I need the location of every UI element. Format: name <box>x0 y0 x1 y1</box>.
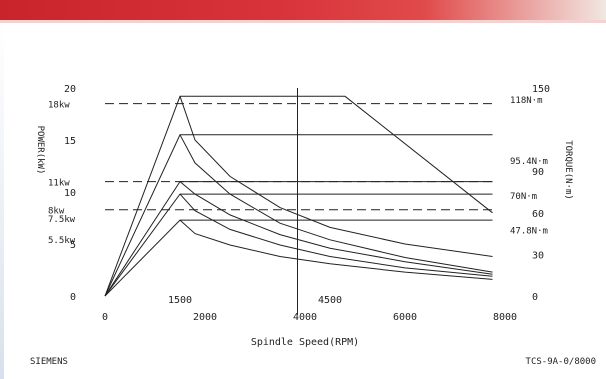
y-left-tick-label-0: 0 <box>70 292 76 303</box>
series-layer <box>104 95 493 297</box>
x-tick-label-4: 4500 <box>318 295 342 306</box>
x-tick-label-5: 6000 <box>393 312 417 323</box>
y-right-tick-label-3: 90 <box>532 167 544 178</box>
torque-label-3: 47.8N·m <box>510 227 548 237</box>
power-label-4: 5.5kw <box>48 236 76 246</box>
y-left-tick-label-3: 15 <box>64 136 76 147</box>
y-left-tick-label-1: 5 <box>70 240 76 251</box>
y-axis-title-right: TORQUE(N·m) <box>563 140 573 200</box>
top-banner <box>0 0 606 22</box>
y-right-tick-label-0: 0 <box>532 292 538 303</box>
power-label-2: 8kw <box>48 207 65 217</box>
series-line-9 <box>179 219 493 280</box>
left-edge-decoration <box>0 23 4 379</box>
x-tick-label-1: 1500 <box>168 295 192 306</box>
power-label-3: 7.5kw <box>48 215 76 225</box>
series-line-0 <box>104 95 493 297</box>
y-right-tick-label-2: 60 <box>532 209 544 220</box>
series-line-4 <box>104 219 493 297</box>
y-left-tick-label-4: 20 <box>64 84 76 95</box>
x-tick-label-6: 8000 <box>493 312 517 323</box>
power-label-1: 11kw <box>48 179 70 189</box>
torque-label-2: 70N·m <box>510 192 537 202</box>
x-tick-label-0: 0 <box>102 312 108 323</box>
footer-model: TCS-9A-0/8000 <box>525 357 596 367</box>
x-tick-label-2: 2000 <box>193 312 217 323</box>
power-label-0: 18kw <box>48 101 70 111</box>
series-line-5 <box>179 96 493 257</box>
series-line-2 <box>104 181 493 297</box>
y-axis-title-left: POWER(kW) <box>35 126 45 175</box>
series-line-8 <box>179 193 493 277</box>
torque-label-1: 95.4N·m <box>510 157 548 167</box>
y-right-tick-label-1: 30 <box>532 250 544 261</box>
x-axis-title: Spindle Speed(RPM) <box>251 337 359 348</box>
y-left-tick-label-2: 10 <box>64 188 76 199</box>
series-line-6 <box>179 134 493 273</box>
x-tick-label-3: 4000 <box>293 312 317 323</box>
banner-stripe <box>0 20 606 23</box>
footer-brand: SIEMENS <box>30 357 68 367</box>
series-line-7 <box>179 181 493 275</box>
y-right-tick-label-4: 150 <box>532 84 550 95</box>
torque-label-0: 118N·m <box>510 96 543 106</box>
